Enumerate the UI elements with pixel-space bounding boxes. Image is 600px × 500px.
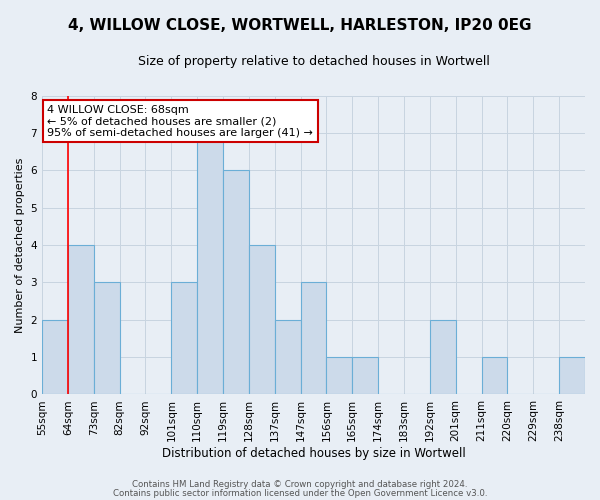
Bar — [249, 245, 275, 394]
Bar — [430, 320, 456, 394]
Bar — [223, 170, 249, 394]
Text: 4, WILLOW CLOSE, WORTWELL, HARLESTON, IP20 0EG: 4, WILLOW CLOSE, WORTWELL, HARLESTON, IP… — [68, 18, 532, 32]
Bar — [326, 357, 352, 395]
Bar — [352, 357, 378, 395]
Bar — [42, 320, 68, 394]
X-axis label: Distribution of detached houses by size in Wortwell: Distribution of detached houses by size … — [161, 447, 466, 460]
Text: Contains public sector information licensed under the Open Government Licence v3: Contains public sector information licen… — [113, 489, 487, 498]
Bar — [68, 245, 94, 394]
Bar — [482, 357, 508, 395]
Bar — [301, 282, 326, 395]
Text: Contains HM Land Registry data © Crown copyright and database right 2024.: Contains HM Land Registry data © Crown c… — [132, 480, 468, 489]
Text: 4 WILLOW CLOSE: 68sqm
← 5% of detached houses are smaller (2)
95% of semi-detach: 4 WILLOW CLOSE: 68sqm ← 5% of detached h… — [47, 104, 313, 138]
Bar — [172, 282, 197, 395]
Title: Size of property relative to detached houses in Wortwell: Size of property relative to detached ho… — [137, 55, 490, 68]
Y-axis label: Number of detached properties: Number of detached properties — [15, 158, 25, 332]
Bar — [275, 320, 301, 394]
Bar — [559, 357, 585, 395]
Bar — [197, 133, 223, 394]
Bar — [94, 282, 119, 395]
